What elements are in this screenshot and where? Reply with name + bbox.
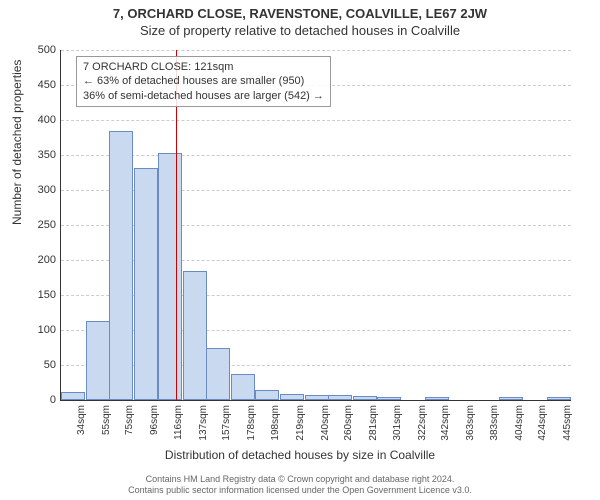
x-tick-label: 383sqm [489, 405, 500, 441]
x-tick-label: 342sqm [440, 405, 451, 441]
histogram-bar [231, 374, 255, 400]
x-tick-label: 116sqm [173, 405, 184, 440]
x-tick-label: 198sqm [270, 405, 281, 441]
histogram-bar [353, 396, 377, 400]
x-tick-label: 75sqm [124, 405, 135, 435]
histogram-bar [499, 397, 523, 401]
histogram-bar [86, 321, 110, 400]
histogram-bar [158, 153, 182, 400]
x-tick-label: 322sqm [417, 405, 428, 441]
footer-line2: Contains public sector information licen… [0, 485, 600, 496]
histogram-bar [547, 397, 571, 401]
histogram-bar [328, 395, 352, 400]
x-tick-label: 240sqm [320, 405, 331, 441]
histogram-bar [206, 348, 230, 400]
x-tick-label: 424sqm [537, 405, 548, 441]
y-tick-label: 400 [38, 114, 56, 126]
x-tick-label: 178sqm [246, 405, 257, 441]
annotation-line1: 7 ORCHARD CLOSE: 121sqm [83, 60, 324, 74]
x-tick-label: 301sqm [392, 405, 403, 441]
gridline [61, 120, 571, 121]
histogram-bar [61, 392, 85, 400]
x-tick-label: 445sqm [562, 405, 573, 441]
y-tick-label: 0 [50, 394, 56, 406]
x-tick-label: 260sqm [343, 405, 354, 441]
chart-container: 7, ORCHARD CLOSE, RAVENSTONE, COALVILLE,… [0, 0, 600, 500]
x-tick-label: 404sqm [514, 405, 525, 441]
x-tick-label: 34sqm [76, 405, 87, 435]
annotation-line3: 36% of semi-detached houses are larger (… [83, 89, 324, 103]
y-tick-label: 350 [38, 149, 56, 161]
histogram-bar [109, 131, 133, 401]
y-tick-label: 200 [38, 254, 56, 266]
y-tick-label: 150 [38, 289, 56, 301]
histogram-bar [255, 390, 279, 401]
y-tick-label: 300 [38, 184, 56, 196]
y-axis-title: Number of detached properties [10, 60, 24, 225]
x-tick-label: 281sqm [368, 405, 379, 441]
x-tick-label: 363sqm [465, 405, 476, 441]
histogram-bar [183, 271, 207, 401]
x-tick-label: 157sqm [221, 405, 232, 441]
gridline [61, 50, 571, 51]
y-tick-label: 50 [44, 359, 56, 371]
footer: Contains HM Land Registry data © Crown c… [0, 474, 600, 496]
x-axis-title: Distribution of detached houses by size … [0, 448, 600, 462]
histogram-bar [305, 395, 329, 400]
annotation-line2: ← 63% of detached houses are smaller (95… [83, 74, 324, 88]
x-tick-label: 137sqm [198, 405, 209, 441]
x-tick-label: 219sqm [295, 405, 306, 441]
x-tick-label: 55sqm [101, 405, 112, 435]
histogram-bar [280, 394, 304, 400]
page-title: 7, ORCHARD CLOSE, RAVENSTONE, COALVILLE,… [0, 0, 600, 21]
y-tick-label: 450 [38, 79, 56, 91]
histogram-bar [377, 397, 401, 401]
histogram-bar [425, 397, 449, 401]
annotation-box: 7 ORCHARD CLOSE: 121sqm ← 63% of detache… [76, 56, 331, 107]
y-tick-label: 500 [38, 44, 56, 56]
y-tick-label: 250 [38, 219, 56, 231]
gridline [61, 155, 571, 156]
x-tick-label: 96sqm [149, 405, 160, 435]
page-subtitle: Size of property relative to detached ho… [0, 21, 600, 38]
histogram-bar [134, 168, 158, 400]
y-tick-label: 100 [38, 324, 56, 336]
footer-line1: Contains HM Land Registry data © Crown c… [0, 474, 600, 485]
chart-area: 05010015020025030035040045050034sqm55sqm… [60, 50, 570, 400]
